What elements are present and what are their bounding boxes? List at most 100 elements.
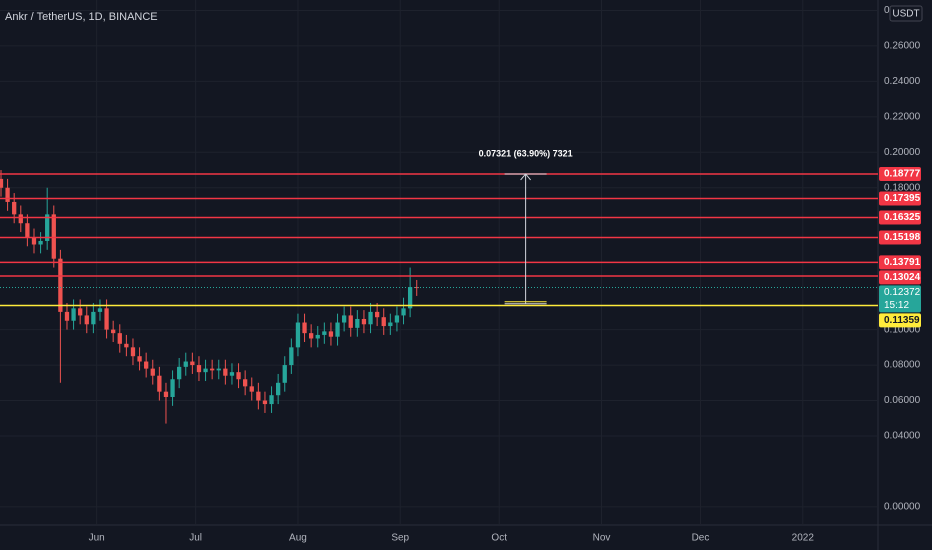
- candle-body: [124, 343, 129, 348]
- candle-body: [302, 322, 307, 334]
- candle-body: [295, 322, 301, 348]
- candle-body: [97, 308, 103, 312]
- candle-body: [190, 361, 195, 366]
- candle-body: [256, 391, 261, 401]
- candle-body: [45, 214, 50, 241]
- y-tick-label: 0.00000: [884, 502, 921, 513]
- candle-body: [328, 331, 334, 337]
- candle-body: [262, 400, 268, 405]
- x-tick-label: Sep: [391, 533, 409, 544]
- candle-body: [348, 315, 353, 328]
- candle-body: [308, 333, 314, 339]
- level-price-box: [879, 313, 921, 328]
- currency-label[interactable]: USDT: [892, 9, 919, 20]
- y-tick-label: 0.20000: [884, 147, 921, 158]
- candle-body: [104, 308, 109, 330]
- y-tick-label: 0.26000: [884, 41, 921, 52]
- level-price-label: 0.13791: [884, 257, 921, 268]
- candle-body: [31, 237, 37, 245]
- candle-body: [276, 382, 281, 396]
- candle-body: [407, 287, 413, 309]
- candle-body: [84, 315, 89, 325]
- level-price-box: [879, 166, 921, 181]
- candle-body: [335, 322, 340, 337]
- candle-body: [355, 318, 360, 328]
- candle-body: [111, 329, 116, 334]
- candle-body: [381, 317, 386, 327]
- level-price-box: [879, 230, 921, 245]
- candle-body: [203, 368, 208, 373]
- candle-body: [236, 372, 241, 380]
- candle-body: [368, 311, 373, 325]
- candle-body: [394, 315, 400, 323]
- countdown-label: 15:12: [884, 300, 909, 311]
- y-tick-label: 0.18000: [884, 182, 921, 193]
- candle-body: [229, 372, 235, 376]
- x-tick-label: Oct: [491, 533, 507, 544]
- candle-body: [18, 214, 23, 224]
- candle-body: [282, 365, 287, 383]
- candle-body: [210, 368, 215, 371]
- x-tick-label: Aug: [289, 533, 307, 544]
- candle-body: [388, 322, 393, 327]
- candle-body: [150, 368, 155, 376]
- y-tick-label: 0.04000: [884, 431, 921, 442]
- level-price-box: [879, 191, 921, 206]
- candle-body: [361, 318, 367, 325]
- candle-body: [249, 386, 254, 392]
- y-tick-label: 0.08000: [884, 360, 921, 371]
- candle-body: [374, 311, 380, 318]
- candle-body: [163, 391, 169, 397]
- candle-body: [414, 287, 419, 289]
- level-price-box: [879, 270, 921, 285]
- candle-body: [144, 361, 149, 369]
- candle-body: [223, 368, 228, 376]
- currency-box[interactable]: [889, 5, 923, 22]
- candle-body: [170, 379, 175, 397]
- x-tick-label: Dec: [692, 533, 710, 544]
- candle-body: [401, 308, 406, 316]
- candle-body: [269, 395, 274, 405]
- candle-body: [0, 178, 4, 188]
- candle-body: [341, 315, 347, 323]
- candle-body: [157, 375, 162, 392]
- level-price-box: [879, 255, 921, 270]
- x-tick-label: Nov: [593, 533, 611, 544]
- candle-body: [78, 308, 83, 316]
- candle-body: [289, 347, 294, 366]
- y-tick-label: 0.24000: [884, 76, 921, 87]
- level-price-label: 0.18777: [884, 169, 921, 180]
- candle-body: [71, 308, 76, 321]
- y-tick-label: 0.06000: [884, 395, 921, 406]
- current-price-label: 0.12372: [884, 287, 921, 298]
- level-price-label: 0.11359: [884, 315, 920, 326]
- y-tick-label: 0.10000: [884, 324, 921, 335]
- current-price-box: [879, 285, 921, 313]
- candle-body: [51, 214, 56, 259]
- candle-body: [322, 331, 327, 335]
- level-price-label: 0.13024: [884, 272, 921, 283]
- price-axis: 0.280000.260000.240000.220000.200000.180…: [879, 5, 921, 513]
- candle-body: [183, 361, 188, 367]
- x-tick-label: 2022: [792, 533, 815, 544]
- candle-body: [177, 366, 182, 380]
- level-price-label: 0.16325: [884, 212, 921, 223]
- candle-body: [243, 379, 248, 387]
- level-price-label: 0.15198: [884, 232, 921, 243]
- measure-label: 0.07321 (63.90%) 7321: [479, 148, 573, 158]
- candle-body: [25, 223, 30, 238]
- y-tick-label: 0.22000: [884, 111, 921, 122]
- candle-body: [38, 240, 43, 245]
- candle-body: [5, 187, 10, 202]
- plot: 0.07321 (63.90%) 7321: [0, 148, 878, 424]
- candle-body: [12, 201, 17, 215]
- candle-body: [216, 368, 221, 371]
- x-tick-label: Jul: [189, 533, 202, 544]
- level-price-box: [879, 210, 921, 225]
- candle-body: [130, 347, 136, 357]
- measure-arrow: [520, 173, 531, 181]
- candle-body: [315, 334, 320, 339]
- candle-body: [64, 311, 70, 321]
